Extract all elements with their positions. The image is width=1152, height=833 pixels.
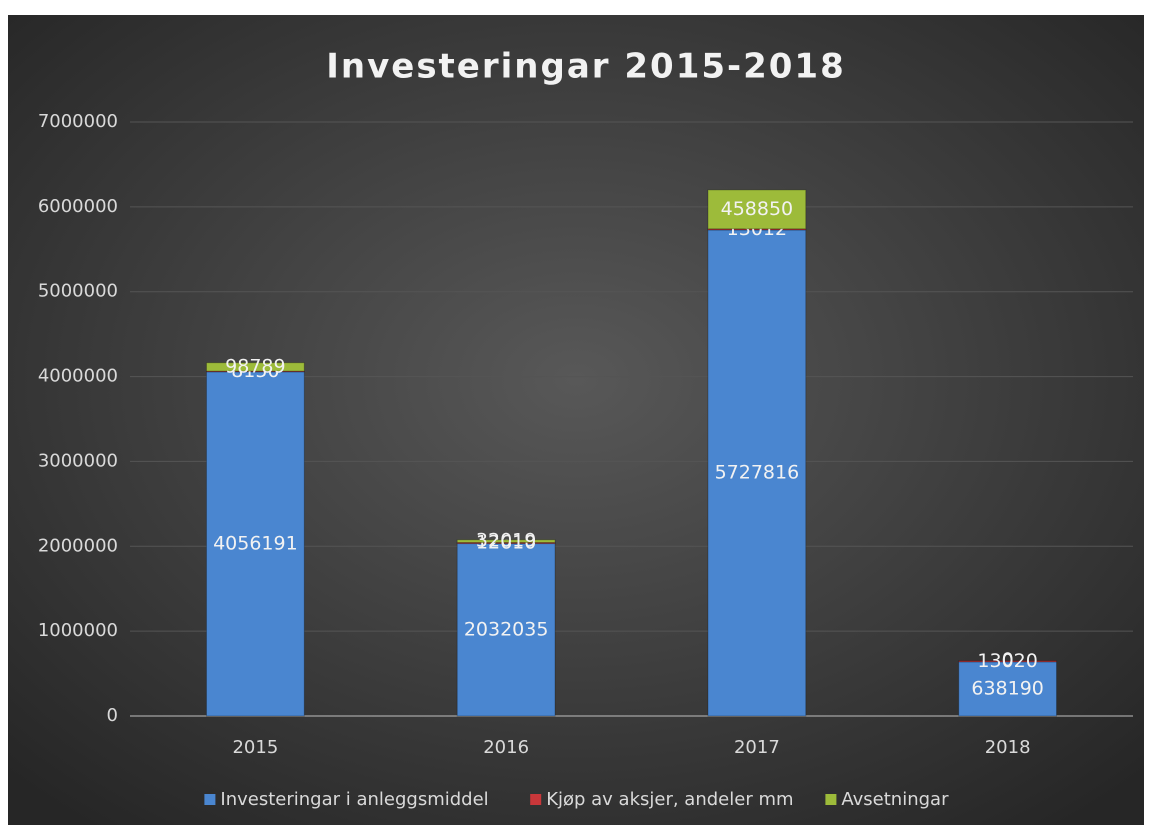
y-tick-label: 6000000 [38, 196, 118, 217]
data-label: 5727816 [715, 461, 800, 483]
data-label: 12610 [476, 532, 536, 554]
data-label: 0 [1002, 649, 1014, 671]
data-label: 13020 [977, 650, 1037, 672]
y-tick-label: 0 [107, 705, 118, 726]
bar-segment [205, 362, 305, 372]
legend-marker [825, 794, 837, 805]
x-tick-label: 2016 [483, 737, 529, 758]
bar-segment [958, 661, 1058, 717]
bar-segment [456, 539, 556, 543]
bar-segment [707, 189, 807, 230]
data-label: 638190 [971, 677, 1044, 699]
y-tick-label: 3000000 [38, 450, 118, 471]
legend-label: Kjøp av aksjer, andeler mm [546, 789, 793, 810]
x-tick-label: 2017 [734, 737, 780, 758]
legend-marker [204, 794, 216, 805]
data-label: 2032035 [464, 618, 549, 640]
data-label: 32019 [476, 530, 536, 552]
y-tick-label: 5000000 [38, 281, 118, 302]
chart-title: Investeringar 2015-2018 [326, 47, 846, 87]
data-label: 98789 [225, 355, 285, 377]
data-label: 4056191 [213, 532, 298, 554]
bar-segment [958, 660, 1058, 663]
legend-label: Investeringar i anleggsmiddel [220, 789, 488, 810]
y-tick-label: 2000000 [38, 535, 118, 556]
x-tick-label: 2018 [985, 737, 1031, 758]
x-tick-label: 2015 [232, 737, 278, 758]
chart-background [8, 15, 1144, 825]
bar-segment [707, 229, 807, 717]
bar-segment [205, 371, 305, 717]
legend-marker [530, 794, 542, 805]
y-tick-label: 7000000 [38, 111, 118, 132]
y-tick-label: 1000000 [38, 620, 118, 641]
legend-label: Avsetningar [841, 789, 949, 810]
bar-segment [456, 543, 556, 717]
data-label: 458850 [721, 198, 794, 220]
y-tick-label: 4000000 [38, 366, 118, 387]
